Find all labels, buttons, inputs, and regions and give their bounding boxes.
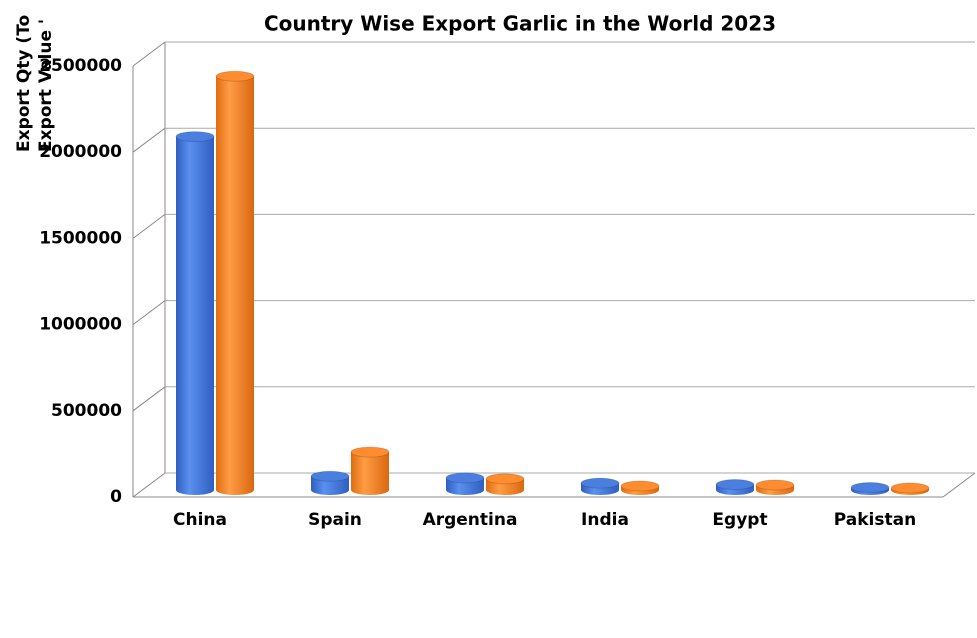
grid-line — [132, 127, 166, 153]
bar-top — [485, 473, 525, 485]
grid-line — [132, 41, 166, 67]
bar-top — [215, 70, 255, 82]
bar-top — [715, 478, 755, 490]
frame — [132, 42, 976, 498]
y-tick-label: 1000000 — [39, 315, 122, 335]
grid-line — [132, 213, 166, 239]
y-tick-label: 2500000 — [39, 56, 122, 76]
bar — [620, 480, 660, 495]
y-tick-label: 0 — [110, 487, 122, 507]
bar-top — [580, 477, 620, 489]
bar — [445, 472, 485, 495]
bar — [715, 478, 755, 495]
bar-body — [486, 478, 524, 490]
x-tick-label: China — [173, 510, 227, 530]
y-tick-label: 500000 — [51, 401, 122, 421]
x-tick-label: India — [581, 510, 629, 530]
x-tick-label: Spain — [308, 510, 362, 530]
grid-line — [132, 386, 166, 412]
chart-title: Country Wise Export Garlic in the World … — [264, 12, 776, 36]
bar — [580, 477, 620, 495]
bar-body — [351, 452, 389, 490]
bar — [175, 131, 215, 495]
bar-base — [311, 485, 349, 495]
grid-line — [132, 472, 166, 498]
x-tick-label: Argentina — [423, 510, 518, 530]
x-tick-label: Pakistan — [834, 510, 916, 530]
bar-body — [216, 76, 254, 491]
bar-top — [175, 131, 215, 143]
x-tick-label: Egypt — [712, 510, 767, 530]
bar-top — [755, 479, 795, 491]
bar — [755, 479, 795, 495]
bar-top — [890, 482, 930, 494]
bar-top — [350, 446, 390, 458]
bar-body — [176, 136, 214, 490]
bar-top — [445, 472, 485, 484]
y-axis-label: Export Qty (To — [14, 15, 34, 152]
bar-top — [310, 470, 350, 482]
bar-base — [581, 485, 619, 495]
grid-line — [132, 300, 166, 326]
bar-top — [850, 482, 890, 494]
bar-base — [351, 485, 389, 495]
y-tick-label: 1500000 — [39, 228, 122, 248]
y-axis-label: Export Value ' — [36, 19, 56, 152]
bar — [850, 482, 890, 495]
bar-top — [620, 480, 660, 492]
bar-base — [176, 485, 214, 495]
bar — [485, 473, 525, 495]
y-tick-label: 2000000 — [39, 142, 122, 162]
bar — [890, 482, 930, 495]
bar-base — [446, 485, 484, 495]
bar-base — [216, 485, 254, 495]
bar — [310, 470, 350, 495]
bar — [350, 446, 390, 495]
bar-base — [486, 485, 524, 495]
bar — [215, 70, 255, 495]
